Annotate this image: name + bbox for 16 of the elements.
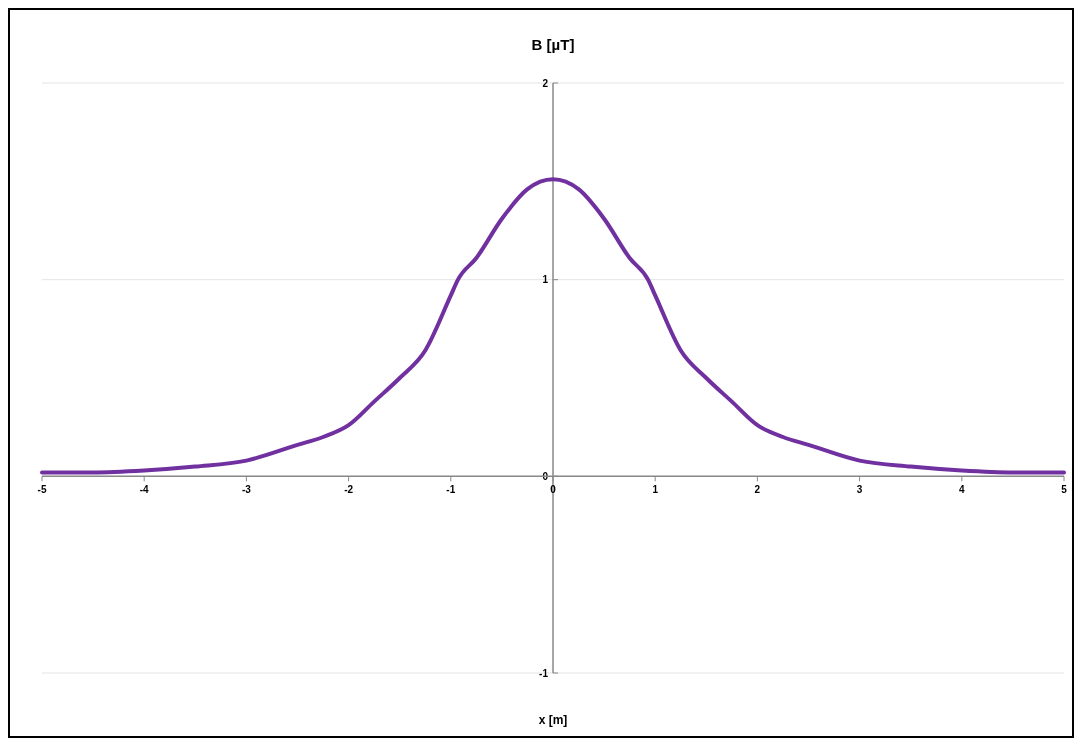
x-tick-label: 0: [550, 484, 557, 496]
x-tick-label: 3: [856, 484, 863, 496]
y-tick-label: 2: [542, 77, 549, 89]
x-tick-label: 4: [959, 484, 966, 496]
x-tick-label: 1: [652, 484, 659, 496]
x-tick-label: 2: [754, 484, 761, 496]
y-tick-label: -1: [539, 667, 549, 679]
x-tick-label: -1: [446, 484, 456, 496]
x-tick-label: -4: [139, 484, 150, 496]
x-tick-label: -3: [241, 484, 252, 496]
x-tick-label: 5: [1061, 484, 1068, 496]
x-tick-label: -2: [344, 484, 354, 496]
y-axis-title: B [µT]: [531, 36, 575, 53]
x-tick-label: -5: [37, 484, 47, 496]
x-axis-title: x [m]: [538, 713, 568, 727]
y-tick-label: 1: [542, 274, 549, 286]
